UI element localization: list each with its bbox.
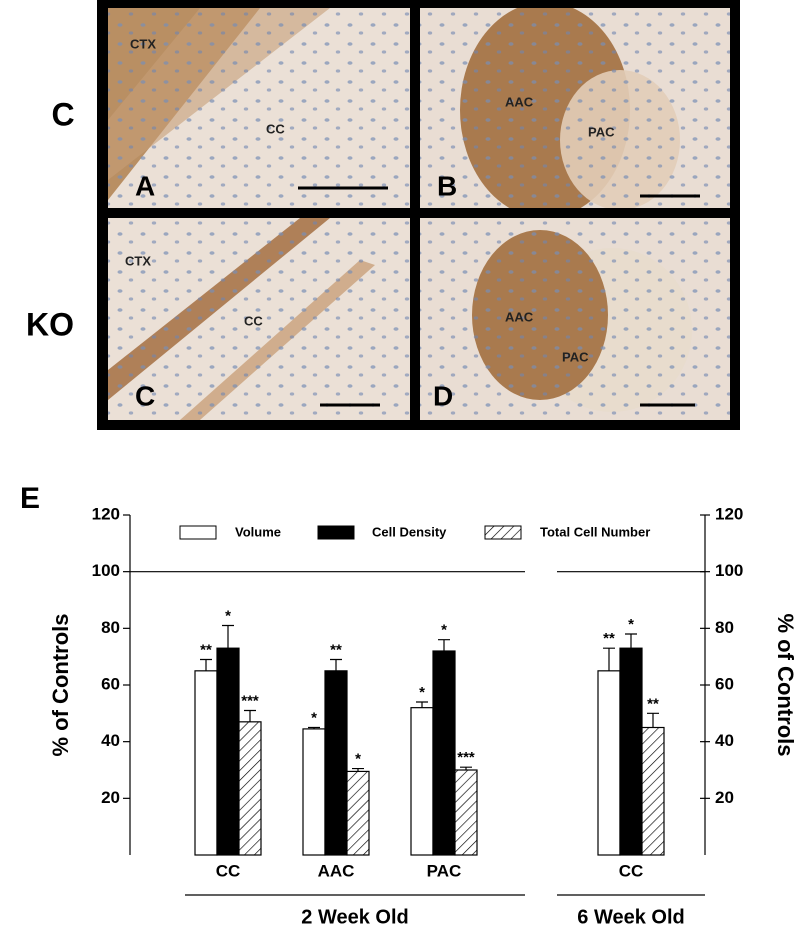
- bar: [216, 647, 240, 856]
- panel-letter: D: [433, 380, 453, 411]
- error-bar: [603, 647, 615, 671]
- x-tick-label: PAC: [427, 861, 462, 880]
- significance-label: *: [419, 684, 425, 701]
- legend-label: Volume: [235, 524, 281, 539]
- y2-tick-label: 20: [715, 788, 734, 807]
- legend-label: Total Cell Number: [540, 524, 650, 539]
- panel-letter: B: [437, 170, 457, 201]
- panel-letter: C: [135, 380, 155, 411]
- bar: [619, 647, 643, 856]
- y-tick-label: 60: [101, 674, 120, 693]
- y-axis-label: % of Controls: [48, 614, 73, 757]
- error-bar: [625, 633, 637, 649]
- micrograph-b: [420, 8, 730, 208]
- x-tick-label: CC: [216, 861, 241, 880]
- bar: [641, 726, 665, 856]
- x-tick-label: AAC: [318, 861, 355, 880]
- bar: [302, 728, 326, 856]
- region-label: PAC: [562, 349, 589, 364]
- error-bar: [647, 712, 659, 728]
- y2-tick-label: 60: [715, 674, 734, 693]
- bar-chart: 20 40 60 80 100 120 20 40 60 80 100 120 % of Control…: [48, 504, 798, 928]
- region-label: CC: [266, 121, 285, 136]
- bar: [597, 670, 621, 856]
- group-label: 6 Week Old: [577, 906, 684, 928]
- y2-tick-label: 40: [715, 731, 734, 750]
- error-bar: [330, 658, 342, 671]
- significance-label: *: [225, 607, 231, 624]
- panel-letter: E: [20, 482, 40, 515]
- region-label: PAC: [588, 124, 615, 139]
- error-bar: [438, 639, 450, 651]
- region-label: AAC: [505, 94, 534, 109]
- group-label: 2 Week Old: [301, 906, 408, 928]
- bar: [432, 650, 456, 856]
- bar: [410, 707, 434, 856]
- legend-swatch: [484, 525, 522, 540]
- bar: [454, 769, 478, 856]
- error-bar: [416, 701, 428, 708]
- y2-tick-label: 100: [715, 561, 743, 580]
- error-bar: [222, 624, 234, 649]
- significance-label: *: [311, 709, 317, 726]
- y-tick-label: 100: [92, 561, 120, 580]
- micrograph-d: [420, 218, 730, 420]
- significance-label: *: [441, 622, 447, 639]
- bar: [194, 670, 218, 856]
- error-bar: [352, 767, 364, 772]
- significance-label: **: [330, 641, 342, 658]
- micrograph-c: [108, 218, 410, 420]
- significance-label: ***: [457, 749, 475, 766]
- error-bar: [308, 726, 320, 729]
- error-bar: [460, 766, 472, 770]
- significance-label: **: [200, 641, 212, 658]
- legend-swatch: [317, 525, 355, 540]
- y-tick-label: 120: [92, 504, 120, 523]
- y2-tick-label: 120: [715, 504, 743, 523]
- significance-label: *: [355, 751, 361, 768]
- significance-label: **: [647, 695, 659, 712]
- y-tick-label: 80: [101, 618, 120, 637]
- error-bar: [200, 658, 212, 671]
- bar: [238, 721, 262, 856]
- legend-label: Cell Density: [372, 524, 447, 539]
- error-bar: [244, 709, 256, 722]
- y2-axis-label: % of Controls: [773, 614, 798, 757]
- region-label: CC: [244, 313, 263, 328]
- region-label: AAC: [505, 309, 534, 324]
- row-label: KO: [26, 306, 74, 342]
- x-tick-label: CC: [619, 861, 644, 880]
- micrograph-a: [108, 8, 410, 208]
- bar: [324, 670, 348, 856]
- y-tick-label: 40: [101, 731, 120, 750]
- legend-swatch: [179, 525, 217, 540]
- significance-label: ***: [241, 692, 259, 709]
- y2-tick-label: 80: [715, 618, 734, 637]
- bar: [346, 770, 370, 856]
- significance-label: *: [628, 616, 634, 633]
- panel-letter: A: [135, 170, 155, 201]
- significance-label: **: [603, 630, 615, 647]
- region-label: CTX: [125, 253, 151, 268]
- region-label: CTX: [130, 36, 156, 51]
- y-tick-label: 20: [101, 788, 120, 807]
- row-label: C: [51, 96, 74, 132]
